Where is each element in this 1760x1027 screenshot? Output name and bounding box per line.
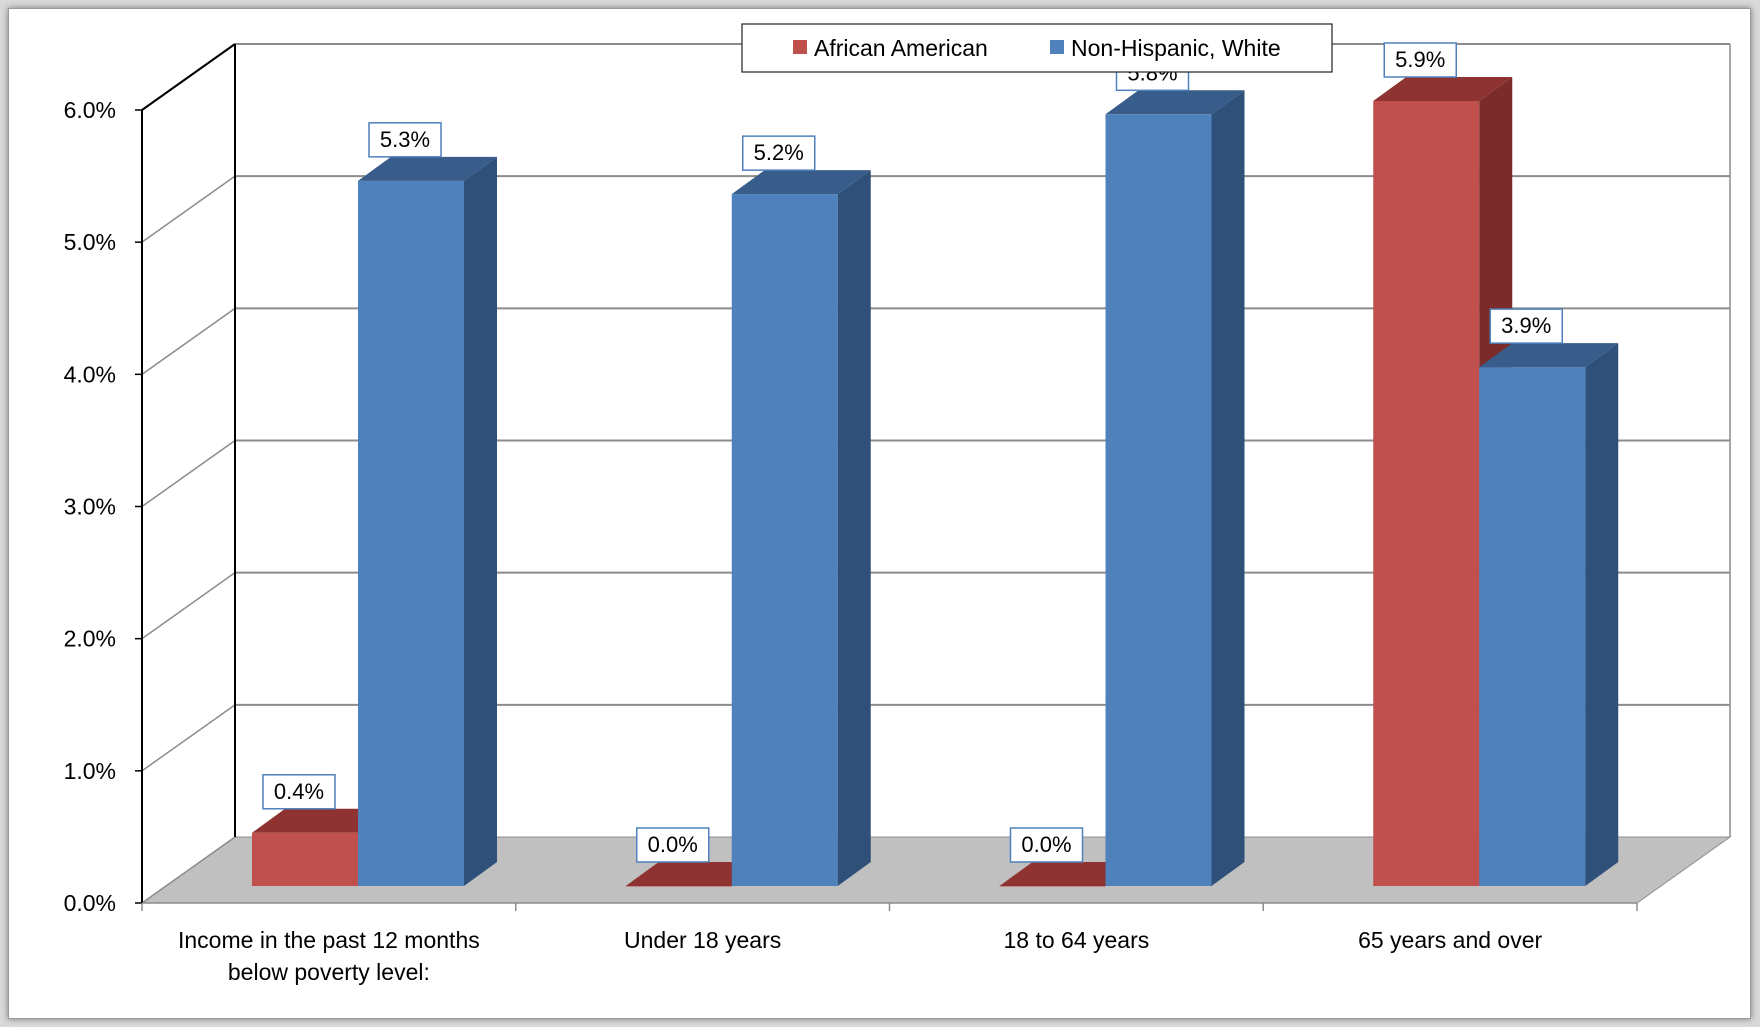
bar-top-face bbox=[731, 170, 871, 195]
data-label: 0.0% bbox=[636, 827, 710, 863]
bar-african-american bbox=[999, 862, 1139, 887]
data-label-text: 0.4% bbox=[274, 779, 324, 804]
side-gridline bbox=[141, 836, 236, 904]
data-label-box bbox=[1009, 827, 1084, 863]
legend: African American Non-Hispanic, White bbox=[741, 23, 1333, 73]
category-label: Income in the past 12 months bbox=[178, 927, 480, 953]
side-gridline bbox=[141, 307, 236, 375]
data-label-text: 5.3% bbox=[380, 127, 430, 152]
y-tick-label: 2.0% bbox=[64, 626, 116, 652]
legend-label-african-american: African American bbox=[814, 35, 988, 61]
bar-side-face bbox=[464, 156, 497, 886]
bar-non-hispanic-white bbox=[1479, 343, 1619, 886]
side-gridline bbox=[141, 439, 236, 508]
data-label-text: 0.0% bbox=[1021, 832, 1071, 857]
bar-front-face bbox=[1479, 367, 1586, 886]
legend-label-non-hispanic-white: Non-Hispanic, White bbox=[1071, 35, 1281, 61]
bar-front-face bbox=[1105, 114, 1212, 887]
bar-non-hispanic-white bbox=[731, 170, 871, 886]
bar-top-face bbox=[1105, 90, 1245, 115]
y-tick-label: 0.0% bbox=[64, 890, 116, 916]
bar-front-face bbox=[625, 886, 732, 887]
legend-swatch-african-american bbox=[793, 40, 807, 54]
data-label-box bbox=[742, 135, 816, 171]
data-label-box bbox=[262, 774, 336, 810]
y-tick-label: 1.0% bbox=[64, 758, 116, 784]
bar-side-face bbox=[1585, 343, 1619, 886]
data-label: 0.0% bbox=[1009, 827, 1084, 863]
legend-swatch-non-hispanic-white bbox=[1050, 40, 1064, 54]
side-gridline bbox=[141, 572, 236, 640]
bar-front-face bbox=[731, 194, 838, 886]
bar-top-face bbox=[999, 862, 1139, 886]
bar-top-face bbox=[625, 862, 765, 886]
bar-non-hispanic-white bbox=[358, 156, 497, 886]
side-gridline bbox=[141, 43, 236, 111]
legend-box bbox=[741, 23, 1333, 73]
data-label: 5.2% bbox=[742, 135, 816, 171]
bar-front-face bbox=[999, 886, 1106, 887]
data-label: 0.4% bbox=[262, 774, 336, 810]
y-tick-label: 5.0% bbox=[64, 229, 116, 255]
category-label: 65 years and over bbox=[1358, 927, 1542, 953]
y-tick-label: 4.0% bbox=[64, 361, 116, 387]
data-label: 5.3% bbox=[368, 122, 442, 158]
bar-front-face bbox=[358, 180, 464, 886]
data-label-box bbox=[368, 122, 442, 158]
bar-side-face bbox=[1211, 90, 1245, 887]
data-label-box bbox=[1489, 308, 1563, 344]
data-label: 3.9% bbox=[1489, 308, 1563, 344]
bar-african-american bbox=[625, 862, 765, 887]
bar-top-face bbox=[1479, 343, 1619, 368]
bar-side-face bbox=[837, 170, 871, 886]
category-label: below poverty level: bbox=[228, 959, 430, 985]
data-label-text: 5.2% bbox=[754, 140, 804, 165]
data-label: 5.9% bbox=[1383, 42, 1457, 78]
bar-front-face bbox=[252, 832, 358, 886]
data-label-text: 3.9% bbox=[1501, 313, 1551, 338]
y-tick-label: 6.0% bbox=[64, 97, 116, 123]
data-label-box bbox=[1383, 42, 1457, 78]
bar-front-face bbox=[1373, 101, 1480, 886]
bar-top-face bbox=[358, 156, 497, 181]
category-label: 18 to 64 years bbox=[1003, 927, 1149, 953]
bar-top-face bbox=[252, 808, 391, 833]
side-gridline bbox=[141, 704, 236, 772]
bar-non-hispanic-white bbox=[1105, 90, 1245, 887]
bar-top-face bbox=[1373, 77, 1513, 101]
data-label-text: 0.0% bbox=[648, 832, 698, 857]
y-tick-label: 3.0% bbox=[64, 494, 116, 520]
data-label-box bbox=[636, 827, 710, 863]
data-label-text: 5.9% bbox=[1395, 47, 1445, 72]
category-label: Under 18 years bbox=[624, 927, 781, 953]
side-gridline bbox=[141, 175, 236, 243]
